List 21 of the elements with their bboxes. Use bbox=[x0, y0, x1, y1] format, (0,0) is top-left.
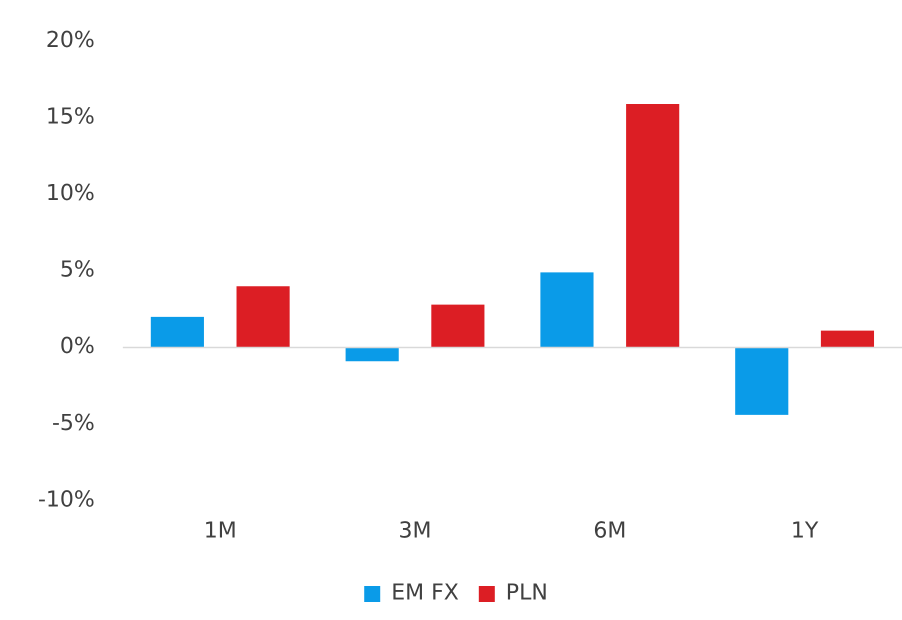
y-tick-label: 15% bbox=[46, 104, 95, 130]
bar bbox=[346, 347, 399, 362]
x-tick-label: 1Y bbox=[790, 518, 819, 544]
bar bbox=[236, 286, 290, 348]
bar bbox=[540, 272, 594, 348]
y-tick-label: 0% bbox=[60, 334, 95, 360]
bar bbox=[626, 104, 680, 348]
bar bbox=[150, 316, 204, 348]
bar bbox=[735, 347, 788, 415]
x-tick-label: 3M bbox=[398, 518, 432, 544]
legend-label: PLN bbox=[506, 580, 548, 606]
y-tick-label: -10% bbox=[38, 487, 95, 512]
bar bbox=[820, 330, 874, 348]
y-tick-label: -5% bbox=[52, 410, 95, 436]
legend-label: EM FX bbox=[391, 580, 459, 606]
y-tick-label: 10% bbox=[46, 181, 95, 206]
y-tick-label: 20% bbox=[46, 28, 95, 53]
bar bbox=[431, 304, 484, 348]
y-tick-label: 5% bbox=[60, 258, 95, 283]
x-tick-label: 1M bbox=[204, 518, 237, 544]
x-tick-label: 6M bbox=[593, 518, 626, 544]
